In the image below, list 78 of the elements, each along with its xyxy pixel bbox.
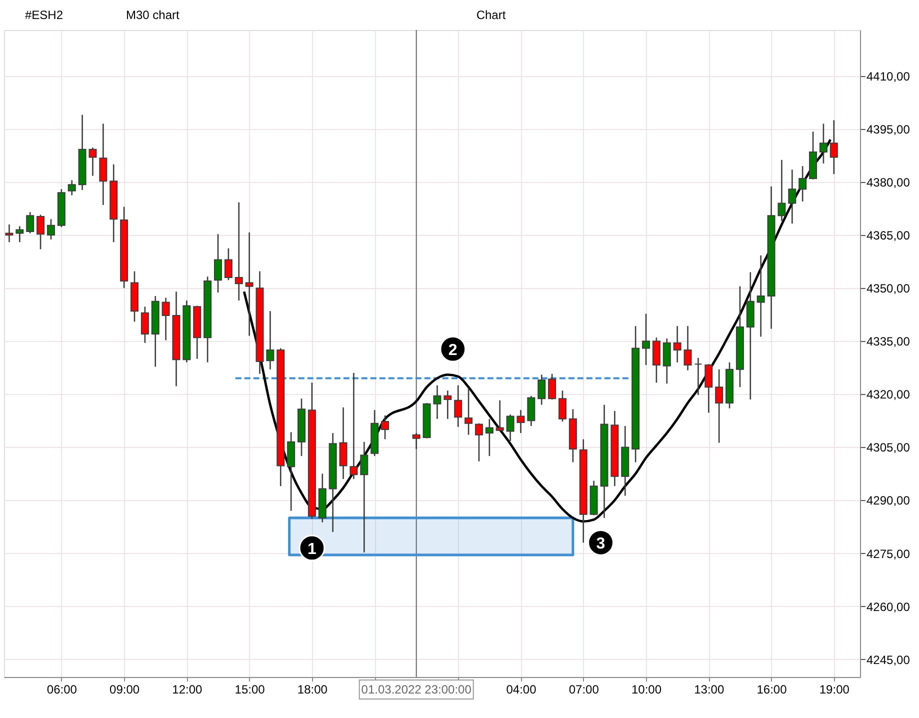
y-tick-label: 4395,00 [866,122,910,136]
annotation: 2 [448,342,458,360]
candlestick [234,202,243,302]
text: #ESH2 [25,8,64,22]
y-tick-label: 4380,00 [866,176,910,190]
candlestick [433,384,442,420]
text: M30 chart [126,8,180,22]
y-tick-label: 4320,00 [866,388,910,402]
candlestick [68,180,76,196]
candlestick [548,373,556,400]
candlestick [642,313,650,366]
candlestick [464,387,473,436]
x-tick-label: 13:00 [694,682,724,696]
candlestick [756,254,765,338]
candlestick [266,310,274,370]
annotation: 1 [308,540,316,558]
candlestick [474,422,483,462]
candlestick [538,374,546,406]
candlestick [360,441,368,554]
y-tick-label: 4245,00 [866,652,910,667]
x-tick-label: 07:00 [568,682,600,696]
candlestick [381,414,390,440]
x-tick-label: 15:00 [234,682,266,696]
y-tick-label: 4260,00 [866,600,910,614]
candlestick [652,336,660,384]
candlestick [412,432,420,450]
x-tick-label: 16:00 [756,682,788,696]
candlestick [5,224,14,243]
candlestick [224,248,232,281]
candlestick [704,363,713,414]
x-tick-label: 18:00 [297,682,328,696]
candlestick [26,211,34,234]
candlestick [350,372,358,480]
y-tick-label: 4335,00 [866,334,910,349]
candlestick [527,395,536,427]
candlestick [444,390,452,420]
candlestick [46,218,55,240]
line-series [242,138,832,523]
candlestick [694,357,702,396]
candlestick [558,390,566,422]
chart-title: Chart [476,8,506,22]
candlestick [485,418,494,457]
candlestick [140,306,149,344]
candlestick [819,123,828,164]
candlestick [454,384,462,428]
candlestick [16,226,24,243]
x-tick-label: 06:00 [46,682,78,696]
candlestick [662,338,671,384]
y-tick-label: 4365,00 [866,228,910,243]
x-tick-label: 12:00 [172,682,203,696]
y-tick-label: 4290,00 [866,494,910,508]
candlestick [684,325,692,371]
candlestick [715,368,724,444]
candlestick [245,232,254,336]
candlestick [798,165,807,202]
candlestick [214,234,222,294]
candlestick [496,400,504,432]
candlestick [788,169,796,224]
y-tick-label: 4350,00 [866,282,910,296]
y-tick-label: 4275,00 [866,546,910,561]
ref-line-label: 01.03.2022 23:00:00 [361,682,472,696]
candlestick [673,325,682,363]
x-tick-label: 10:00 [631,682,662,696]
x-tick-label: 19:00 [819,682,850,696]
candlestick [339,406,348,480]
candlestick [36,214,45,250]
candlestick [516,409,525,434]
candlestick [88,146,97,176]
candlestick [830,120,838,175]
candlestick [778,159,786,222]
annotation: 3 [596,536,606,553]
y-tick-label: 4410,00 [866,69,910,84]
x-tick-label: 09:00 [110,682,140,696]
candlestick [99,123,108,206]
y-tick-label: 4305,00 [866,440,910,455]
candlestick [162,297,170,341]
candlestick [506,414,514,442]
x-tick-label: 04:00 [506,682,537,696]
